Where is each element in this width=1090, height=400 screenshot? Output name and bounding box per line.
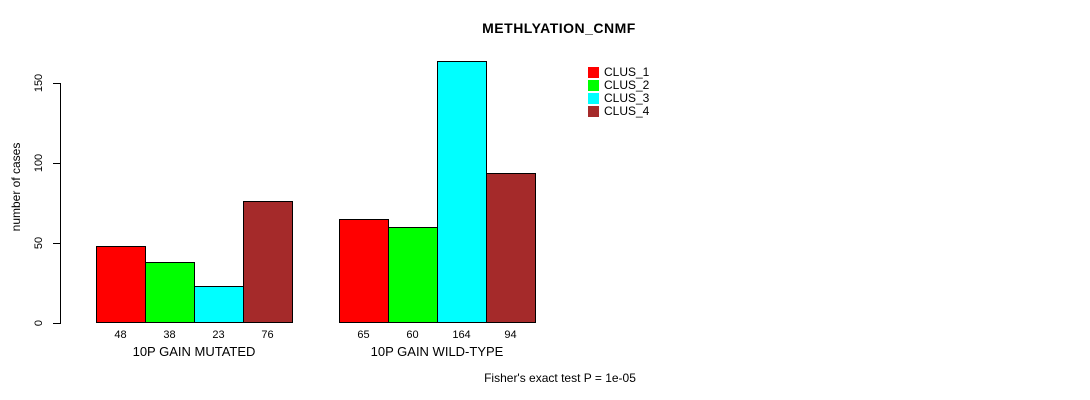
legend-swatch-clus_3 [588,93,599,104]
bar-value-label: 23 [212,329,225,341]
bar-value-label: 60 [406,329,419,341]
bar-value-label: 94 [504,329,517,341]
bar-clus_1 [339,219,389,323]
bar-value-label: 48 [114,329,127,341]
y-axis-tick [53,323,60,324]
y-axis-tick-label: 50 [33,236,45,250]
legend-row: CLUS_4 [588,105,649,118]
y-axis-tick [53,243,60,244]
y-axis-tick-label: 0 [33,319,45,327]
bar-clus_3 [437,61,487,323]
bar-clus_4 [243,201,293,323]
bar-clus_4 [486,173,536,323]
stat-test-annotation: Fisher's exact test P = 1e-05 [484,371,636,385]
legend-row: CLUS_3 [588,92,649,105]
legend: CLUS_1 CLUS_2 CLUS_3 CLUS_4 [588,66,649,118]
group-label: 10P GAIN WILD-TYPE [370,344,504,359]
group-label: 10P GAIN MUTATED [132,344,256,359]
y-axis-line [60,83,61,324]
bar-clus_1 [96,246,146,323]
bar-value-label: 164 [452,329,471,341]
bar-value-label: 38 [163,329,176,341]
chart-title: METHLYATION_CNMF [482,20,636,36]
bar-clus_3 [194,286,244,323]
bar-clus_2 [388,227,438,323]
legend-label: CLUS_1 [604,65,650,79]
bar-clus_2 [145,262,195,323]
y-axis-tick [53,163,60,164]
legend-label: CLUS_2 [604,78,650,92]
bar-value-label: 65 [357,329,370,341]
legend-label: CLUS_3 [604,91,650,105]
y-axis-tick-label: 150 [33,73,45,93]
y-axis-tick-label: 100 [33,153,45,173]
y-axis-tick [53,83,60,84]
legend-swatch-clus_4 [588,106,599,117]
legend-swatch-clus_2 [588,80,599,91]
legend-swatch-clus_1 [588,67,599,78]
legend-row: CLUS_1 [588,66,649,79]
legend-row: CLUS_2 [588,79,649,92]
bar-value-label: 76 [261,329,274,341]
legend-label: CLUS_4 [604,104,650,118]
